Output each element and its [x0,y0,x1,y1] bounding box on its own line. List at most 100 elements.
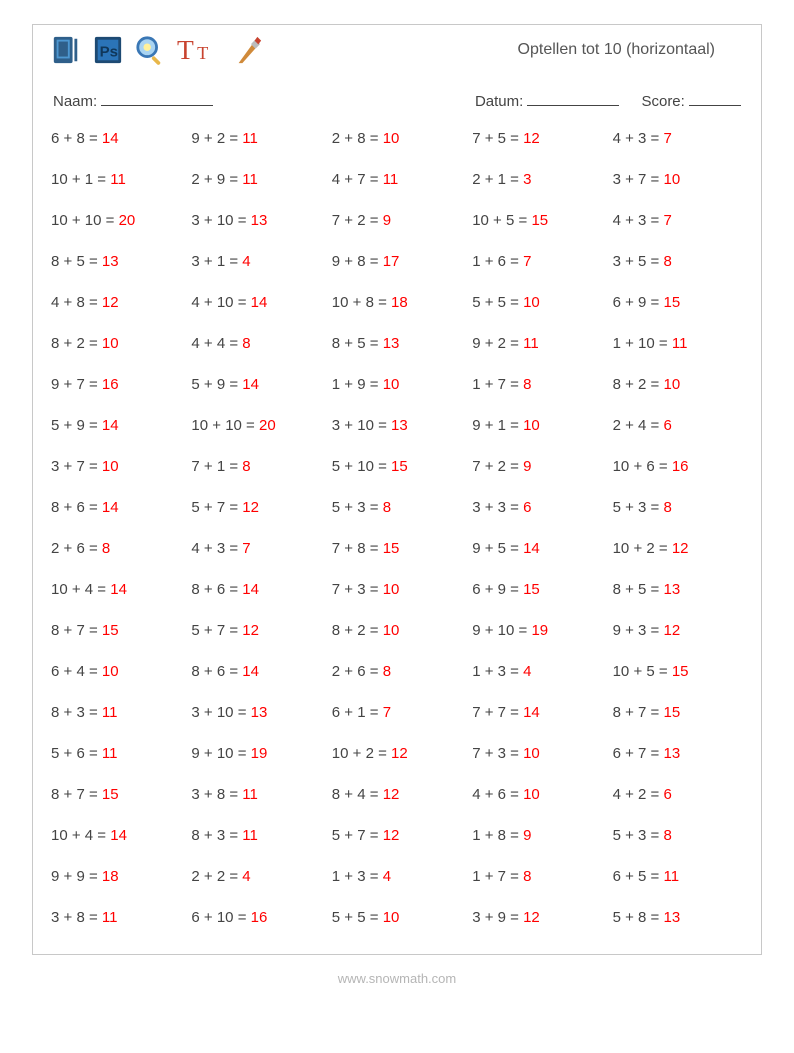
operand-b: 8 [357,253,365,270]
math-problem: 4 + 4 = 8 [191,335,321,352]
answer: 14 [110,581,127,598]
operand-b: 3 [217,827,225,844]
operand-a: 1 [613,335,621,352]
operand-a: 1 [472,868,480,885]
worksheet-title: Optellen tot 10 (horizontaal) [518,41,743,59]
math-problem: 4 + 8 = 12 [51,294,181,311]
operand-b: 9 [217,171,225,188]
operand-a: 5 [332,458,340,475]
operand-b: 3 [638,499,646,516]
math-problem: 6 + 8 = 14 [51,130,181,147]
answer: 16 [102,376,119,393]
operand-a: 6 [613,745,621,762]
operand-b: 6 [498,253,506,270]
score-blank[interactable] [689,91,741,106]
math-problem: 5 + 7 = 12 [191,499,321,516]
answer: 10 [664,171,681,188]
math-problem: 9 + 2 = 11 [472,335,602,352]
answer: 10 [383,581,400,598]
answer: 10 [523,786,540,803]
answer: 11 [102,745,118,762]
operand-b: 3 [357,499,365,516]
operand-a: 2 [472,171,480,188]
operand-b: 8 [357,540,365,557]
operand-b: 5 [498,130,506,147]
operand-b: 5 [498,540,506,557]
operand-a: 5 [191,376,199,393]
operand-b: 10 [217,745,234,762]
answer: 14 [102,499,119,516]
math-problem: 10 + 8 = 18 [332,294,462,311]
operand-a: 8 [51,335,59,352]
operand-a: 3 [332,417,340,434]
answer: 4 [242,868,250,885]
operand-a: 2 [51,540,59,557]
math-problem: 8 + 5 = 13 [51,253,181,270]
math-problem: 8 + 4 = 12 [332,786,462,803]
score-field: Score: [641,91,741,110]
answer: 12 [672,540,689,557]
math-problem: 6 + 7 = 13 [613,745,743,762]
operand-b: 6 [357,663,365,680]
answer: 19 [251,745,268,762]
operand-a: 10 [191,417,208,434]
math-problem: 6 + 5 = 11 [613,868,743,885]
math-problem: 5 + 9 = 14 [191,376,321,393]
operand-b: 3 [638,212,646,229]
operand-b: 8 [366,294,374,311]
operand-a: 6 [51,663,59,680]
operand-b: 7 [498,704,506,721]
answer: 16 [251,909,268,926]
operand-a: 10 [51,581,68,598]
math-problem: 6 + 10 = 16 [191,909,321,926]
answer: 14 [523,704,540,721]
answer: 10 [102,458,119,475]
answer: 19 [531,622,548,639]
operand-b: 10 [85,212,102,229]
math-problem: 10 + 2 = 12 [613,540,743,557]
math-problem: 5 + 10 = 15 [332,458,462,475]
answer: 18 [102,868,119,885]
math-problem: 8 + 2 = 10 [51,335,181,352]
date-blank[interactable] [527,91,619,106]
operand-b: 10 [498,622,515,639]
operand-a: 5 [332,499,340,516]
operand-a: 3 [51,458,59,475]
name-field: Naam: [53,91,213,110]
answer: 15 [383,540,400,557]
answer: 15 [523,581,540,598]
answer: 15 [391,458,408,475]
math-problem: 2 + 6 = 8 [51,540,181,557]
tt-icon: TT [177,35,221,65]
math-problem: 9 + 5 = 14 [472,540,602,557]
math-problem: 3 + 3 = 6 [472,499,602,516]
operand-b: 6 [217,663,225,680]
operand-b: 7 [76,786,84,803]
operand-b: 2 [357,212,365,229]
operand-b: 6 [498,786,506,803]
answer: 14 [110,827,127,844]
operand-b: 5 [76,253,84,270]
answer: 7 [523,253,531,270]
answer: 10 [664,376,681,393]
answer: 10 [102,335,119,352]
operand-a: 5 [613,909,621,926]
answer: 10 [523,745,540,762]
svg-text:Ps: Ps [100,44,118,61]
operand-b: 2 [217,868,225,885]
math-problem: 9 + 1 = 10 [472,417,602,434]
operand-b: 8 [76,909,84,926]
math-problem: 9 + 8 = 17 [332,253,462,270]
math-problem: 3 + 10 = 13 [191,212,321,229]
operand-b: 1 [357,704,365,721]
score-label: Score: [641,93,684,110]
answer: 10 [102,663,119,680]
operand-b: 7 [638,171,646,188]
operand-b: 7 [357,827,365,844]
name-blank[interactable] [101,91,213,106]
operand-b: 6 [76,540,84,557]
answer: 9 [523,827,531,844]
math-problem: 8 + 3 = 11 [191,827,321,844]
operand-a: 4 [613,786,621,803]
math-problem: 6 + 9 = 15 [472,581,602,598]
